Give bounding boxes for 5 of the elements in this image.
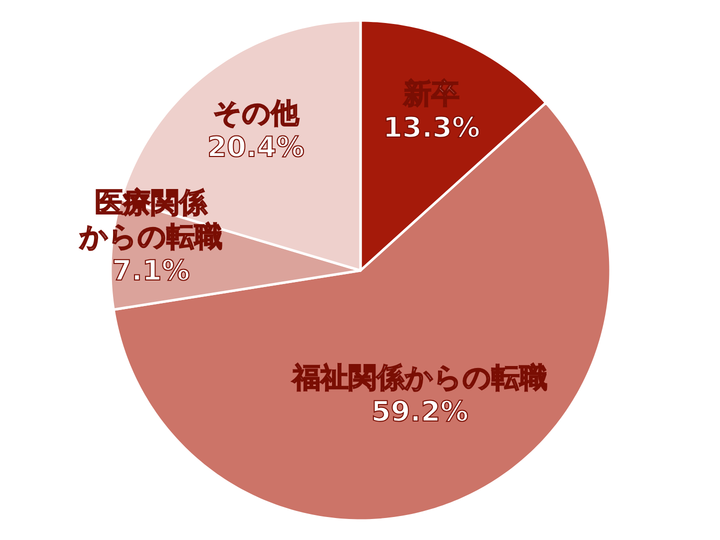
data-label: 7.1%: [112, 254, 190, 288]
data-label: 59.2%: [371, 395, 468, 428]
data-label: 13.3%: [382, 111, 480, 144]
data-label: 20.4%: [207, 130, 304, 164]
slice-label: その他: [212, 96, 300, 130]
